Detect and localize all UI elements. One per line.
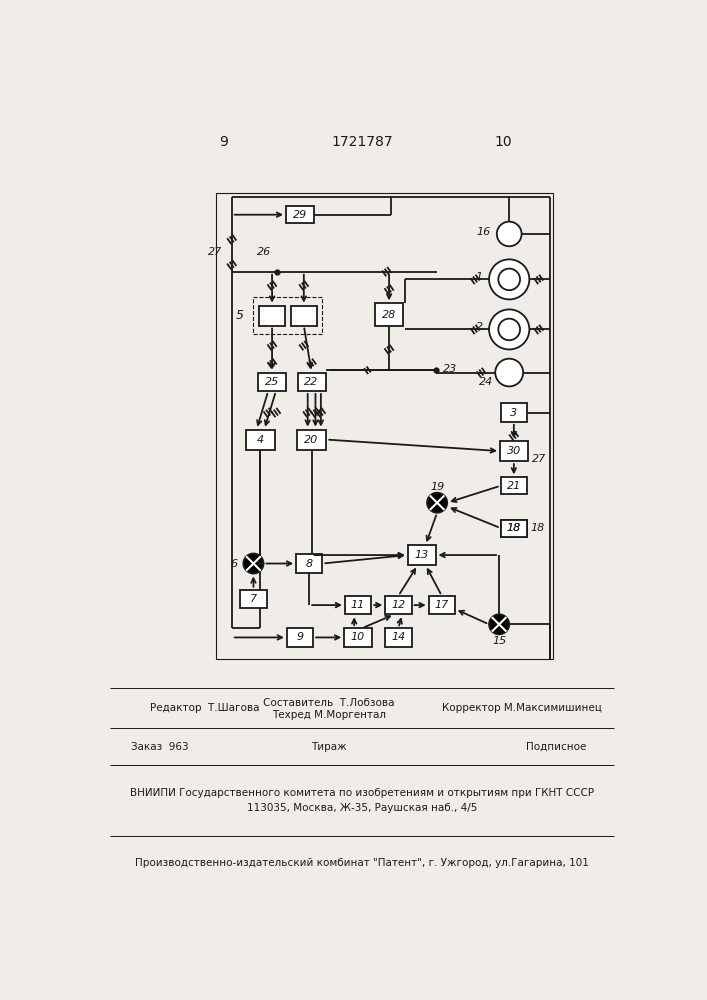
Bar [345,596,371,614]
Text: 12: 12 [391,600,406,610]
Text: Корректор М.Максимишинец: Корректор М.Максимишинец [443,703,602,713]
Bar [296,554,322,573]
Circle shape [495,359,523,386]
Circle shape [489,259,530,299]
Text: 25: 25 [265,377,279,387]
Bar [291,306,317,326]
Bar [287,628,313,647]
Text: 3: 3 [510,408,518,418]
Text: 11: 11 [351,600,366,610]
Text: Заказ  963: Заказ 963 [131,742,189,752]
Text: 18: 18 [507,523,521,533]
Text: 4: 4 [257,435,264,445]
Bar [216,193,554,659]
Circle shape [489,614,509,634]
Text: 30: 30 [507,446,521,456]
Text: 23: 23 [443,364,457,374]
Text: 26: 26 [257,247,271,257]
Text: Подписное: Подписное [526,742,587,752]
Text: 1: 1 [476,272,483,282]
Text: 9: 9 [296,632,303,642]
Text: 18: 18 [531,523,545,533]
Circle shape [489,309,530,349]
Text: Тираж: Тираж [311,742,346,752]
Circle shape [498,319,520,340]
Text: 15: 15 [492,636,506,646]
Bar [408,545,436,565]
Bar [259,306,285,326]
Bar [501,403,527,422]
Text: 9: 9 [220,135,228,149]
Bar [375,303,403,326]
Bar [501,520,527,537]
Text: Редактор  Т.Шагова: Редактор Т.Шагова [151,703,260,713]
Circle shape [243,554,264,574]
Text: 16: 16 [477,227,491,237]
Bar [501,520,527,537]
Text: 24: 24 [479,377,493,387]
Circle shape [427,493,448,513]
Bar [297,430,327,450]
Text: 18: 18 [507,523,521,533]
Bar [286,206,314,223]
Text: 6: 6 [230,559,237,569]
Text: 27: 27 [208,247,223,257]
Text: 8: 8 [305,559,312,569]
Bar [344,628,372,647]
Circle shape [498,269,520,290]
Text: 2: 2 [476,322,483,332]
Bar [428,596,455,614]
Text: 20: 20 [305,435,319,445]
Text: 29: 29 [293,210,307,220]
Text: Производственно-издательский комбинат "Патент", г. Ужгород, ул.Гагарина, 101: Производственно-издательский комбинат "П… [135,858,589,868]
Circle shape [497,222,522,246]
Text: 22: 22 [305,377,319,387]
Bar [500,441,528,461]
Text: 7: 7 [250,594,257,604]
Text: 28: 28 [382,310,396,320]
Bar [253,297,322,334]
Bar [246,430,275,450]
Bar [298,373,325,391]
Text: ВНИИПИ Государственного комитета по изобретениям и открытиям при ГКНТ СССР: ВНИИПИ Государственного комитета по изоб… [130,788,594,798]
Text: 113035, Москва, Ж-35, Раушская наб., 4/5: 113035, Москва, Ж-35, Раушская наб., 4/5 [247,803,477,813]
Text: 10: 10 [351,632,366,642]
Bar [258,373,286,391]
Text: 5: 5 [236,309,244,322]
Bar [501,477,527,494]
Text: 21: 21 [507,481,521,491]
Text: 13: 13 [414,550,428,560]
Text: 17: 17 [435,600,449,610]
Text: 27: 27 [532,454,546,464]
Text: 10: 10 [494,135,512,149]
Bar [385,596,411,614]
Text: Составитель  Т.Лобзова: Составитель Т.Лобзова [263,698,395,708]
Text: 1721787: 1721787 [331,135,393,149]
Text: Техред М.Моргентал: Техред М.Моргентал [271,710,385,720]
Text: 19: 19 [430,482,444,492]
Bar [385,628,411,647]
Bar [240,590,267,608]
Text: 14: 14 [391,632,406,642]
